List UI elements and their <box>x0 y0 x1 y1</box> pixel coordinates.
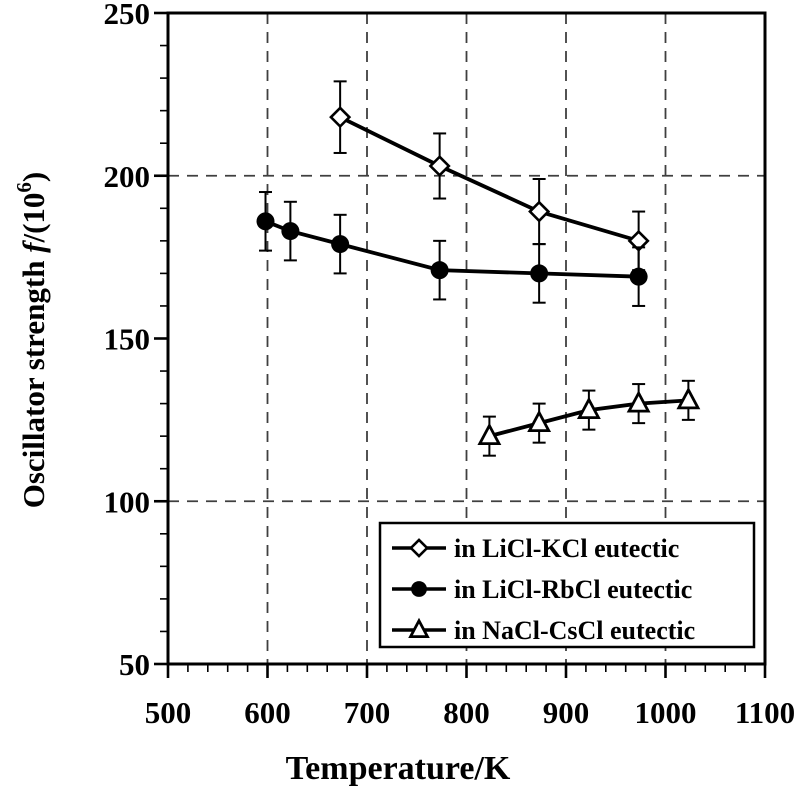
x-tick-label: 900 <box>543 695 590 730</box>
x-tick-label: 700 <box>344 695 391 730</box>
y-tick-label: 50 <box>119 647 150 682</box>
circle-marker <box>256 212 275 231</box>
circle-marker <box>331 235 350 254</box>
y-axis-title: Oscillator strength f/(106) <box>12 172 51 509</box>
legend-label: in LiCl-KCl eutectic <box>454 534 679 563</box>
triangle-marker <box>626 390 651 413</box>
circle-marker <box>281 222 300 241</box>
diamond-marker <box>428 154 451 178</box>
x-tick-label: 1100 <box>735 695 795 730</box>
diamond-marker <box>409 538 429 558</box>
y-tick-label: 100 <box>104 484 151 519</box>
legend-item-in-licl-kcl-eutectic: in LiCl-KCl eutectic <box>392 534 679 563</box>
legend-item-in-nacl-cscl-eutectic: in NaCl-CsCl eutectic <box>392 616 695 645</box>
x-axis-title: Temperature/K <box>286 750 511 787</box>
series-line <box>263 219 641 279</box>
series-in-licl-rbcl-eutectic <box>256 191 648 307</box>
y-tick-labels: 50 100 150 200 250 <box>104 0 151 682</box>
circle-marker <box>629 267 648 286</box>
axis-ticks <box>154 11 767 678</box>
circle-marker <box>430 261 449 280</box>
x-tick-label: 500 <box>145 695 192 730</box>
legend-label: in NaCl-CsCl eutectic <box>454 616 695 645</box>
error-bars <box>259 191 646 307</box>
x-tick-label: 800 <box>443 695 490 730</box>
legend-label: in LiCl-RbCl eutectic <box>454 575 692 604</box>
x-tick-labels: 500 600 700 800 900 1000 1100 <box>145 695 795 730</box>
legend: in LiCl-KCl eutectic in LiCl-RbCl eutecti… <box>378 521 756 649</box>
circle-marker <box>411 581 427 597</box>
series-in-licl-kcl-eutectic <box>329 80 650 272</box>
diamond-marker <box>329 106 352 129</box>
x-tick-label: 600 <box>244 695 291 730</box>
series-in-nacl-cscl-eutectic <box>477 379 701 457</box>
legend-item-in-licl-rbcl-eutectic: in LiCl-RbCl eutectic <box>392 575 692 604</box>
y-tick-label: 250 <box>104 0 151 31</box>
series-line <box>338 115 641 243</box>
triangle-marker <box>477 422 502 446</box>
y-tick-label: 200 <box>104 159 151 194</box>
legend-box <box>378 521 756 649</box>
x-tick-label: 1000 <box>635 695 697 730</box>
triangle-marker <box>527 409 552 433</box>
triangle-marker <box>676 386 701 410</box>
triangle-marker <box>408 617 430 638</box>
triangle-marker <box>576 396 601 420</box>
y-tick-label: 150 <box>104 322 151 357</box>
diamond-marker <box>528 200 551 223</box>
circle-marker <box>530 264 549 283</box>
